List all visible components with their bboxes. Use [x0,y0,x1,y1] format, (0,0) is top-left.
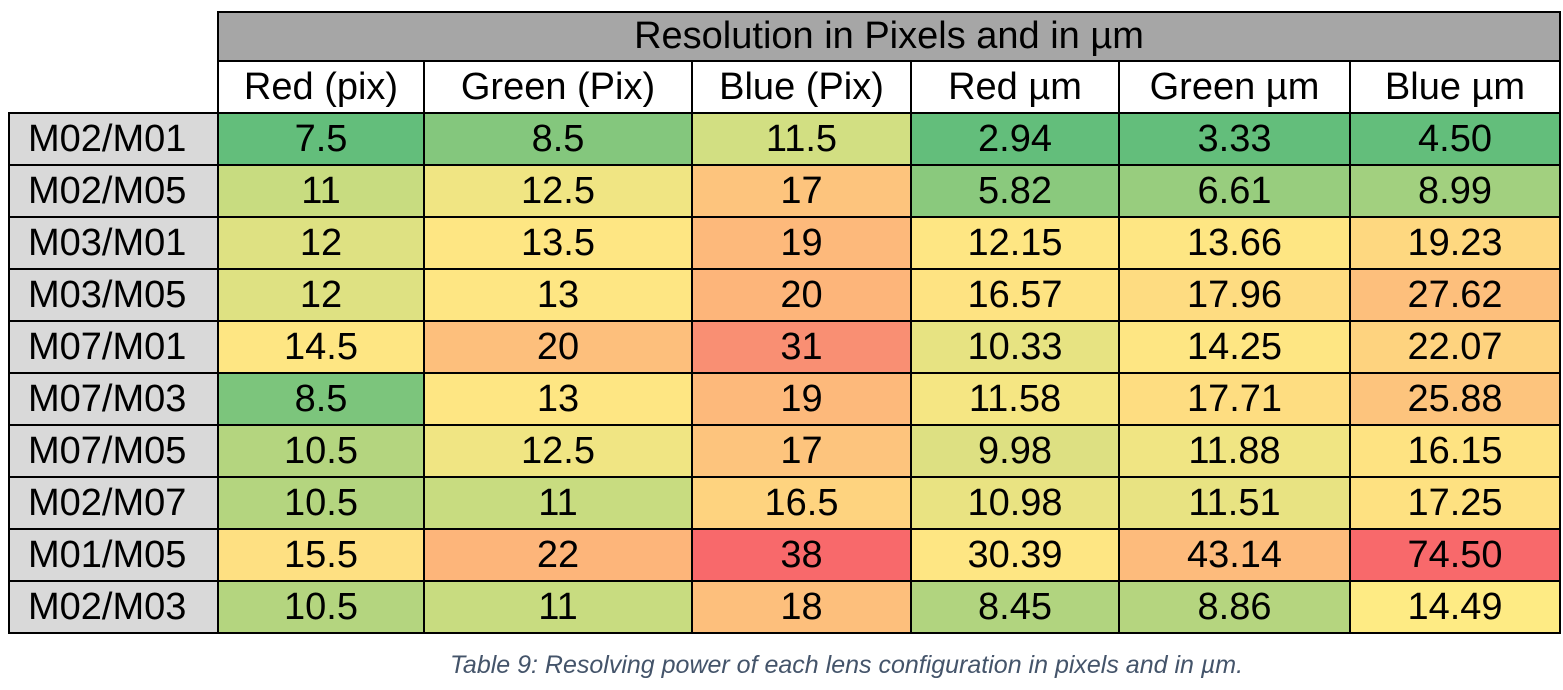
table-cell: 22 [423,528,693,582]
row-label: M07/M05 [8,424,219,478]
table-row: M02/M03 10.5 11 18 8.45 8.86 14.49 [8,580,1561,634]
row-label: M07/M01 [8,320,219,374]
table-cell: 27.62 [1349,268,1561,322]
table-cell: 18 [691,580,912,634]
table-cell: 17.25 [1349,476,1561,530]
table-cell: 13 [423,372,693,426]
table-cell: 12 [217,216,425,270]
table-cell: 11.58 [910,372,1120,426]
table-cell: 11.51 [1118,476,1351,530]
table-cell: 43.14 [1118,528,1351,582]
corner-blank-cell [9,61,218,113]
table-row: M03/M05 12 13 20 16.57 17.96 27.62 [8,268,1561,322]
column-header-row: Red (pix) Green (Pix) Blue (Pix) Red µm … [9,60,1561,114]
table-cell: 19 [691,216,912,270]
table-cell: 25.88 [1349,372,1561,426]
table-cell: 12.15 [910,216,1120,270]
resolution-table: Resolution in Pixels and in µm Red (pix)… [8,11,1561,634]
table-cell: 9.98 [910,424,1120,478]
table-cell: 8.86 [1118,580,1351,634]
table-cell: 8.99 [1349,164,1561,218]
column-header: Red µm [910,60,1120,114]
corner-blank-cell [9,12,218,61]
table-cell: 17.71 [1118,372,1351,426]
table-cell: 3.33 [1118,112,1351,166]
table-cell: 11.88 [1118,424,1351,478]
table-row: M07/M05 10.5 12.5 17 9.98 11.88 16.15 [8,424,1561,478]
row-label: M03/M05 [8,268,219,322]
row-label: M02/M05 [8,164,219,218]
column-header: Blue µm [1349,60,1561,114]
table-cell: 10.33 [910,320,1120,374]
table-cell: 12.5 [423,164,693,218]
table-cell: 11 [423,476,693,530]
table-row: M07/M03 8.5 13 19 11.58 17.71 25.88 [8,372,1561,426]
table-cell: 19.23 [1349,216,1561,270]
table-cell: 17 [691,424,912,478]
table-cell: 10.5 [217,424,425,478]
table-row: M03/M01 12 13.5 19 12.15 13.66 19.23 [8,216,1561,270]
table-cell: 38 [691,528,912,582]
table-cell: 11 [423,580,693,634]
table-cell: 2.94 [910,112,1120,166]
column-header: Blue (Pix) [691,60,912,114]
title-row: Resolution in Pixels and in µm [9,11,1561,62]
row-label: M07/M03 [8,372,219,426]
table-cell: 13.5 [423,216,693,270]
table-cell: 12 [217,268,425,322]
table-cell: 16.15 [1349,424,1561,478]
table-cell: 15.5 [217,528,425,582]
table-cell: 7.5 [217,112,425,166]
table-cell: 8.45 [910,580,1120,634]
column-header: Green (Pix) [423,60,693,114]
table-row: M01/M05 15.5 22 38 30.39 43.14 74.50 [8,528,1561,582]
table-cell: 17 [691,164,912,218]
table-cell: 14.49 [1349,580,1561,634]
table-cell: 11 [217,164,425,218]
table-cell: 14.25 [1118,320,1351,374]
row-label: M02/M03 [8,580,219,634]
table-cell: 31 [691,320,912,374]
table-cell: 20 [691,268,912,322]
row-label: M01/M05 [8,528,219,582]
table-row: M02/M07 10.5 11 16.5 10.98 11.51 17.25 [8,476,1561,530]
table-cell: 12.5 [423,424,693,478]
table-row: M02/M05 11 12.5 17 5.82 6.61 8.99 [8,164,1561,218]
table-cell: 19 [691,372,912,426]
table-cell: 11.5 [691,112,912,166]
table-cell: 8.5 [423,112,693,166]
table-caption: Table 9: Resolving power of each lens co… [449,651,1244,679]
column-header: Green µm [1118,60,1351,114]
table-cell: 10.5 [217,580,425,634]
table-cell: 16.57 [910,268,1120,322]
table-cell: 74.50 [1349,528,1561,582]
table-cell: 14.5 [217,320,425,374]
table-body: M02/M01 7.5 8.5 11.5 2.94 3.33 4.50 M02/M05 11 12… [8,112,1561,634]
table-row: M07/M01 14.5 20 31 10.33 14.25 22.07 [8,320,1561,374]
table-cell: 30.39 [910,528,1120,582]
table-cell: 4.50 [1349,112,1561,166]
table-cell: 17.96 [1118,268,1351,322]
table-cell: 6.61 [1118,164,1351,218]
row-label: M02/M07 [8,476,219,530]
table-cell: 10.5 [217,476,425,530]
table-row: M02/M01 7.5 8.5 11.5 2.94 3.33 4.50 [8,112,1561,166]
table-cell: 13.66 [1118,216,1351,270]
row-label: M02/M01 [8,112,219,166]
table-cell: 22.07 [1349,320,1561,374]
table-cell: 20 [423,320,693,374]
table-cell: 16.5 [691,476,912,530]
table-title: Resolution in Pixels and in µm [217,11,1561,62]
row-label: M03/M01 [8,216,219,270]
column-header: Red (pix) [217,60,425,114]
table-cell: 5.82 [910,164,1120,218]
table-cell: 10.98 [910,476,1120,530]
table-cell: 8.5 [217,372,425,426]
table-cell: 13 [423,268,693,322]
